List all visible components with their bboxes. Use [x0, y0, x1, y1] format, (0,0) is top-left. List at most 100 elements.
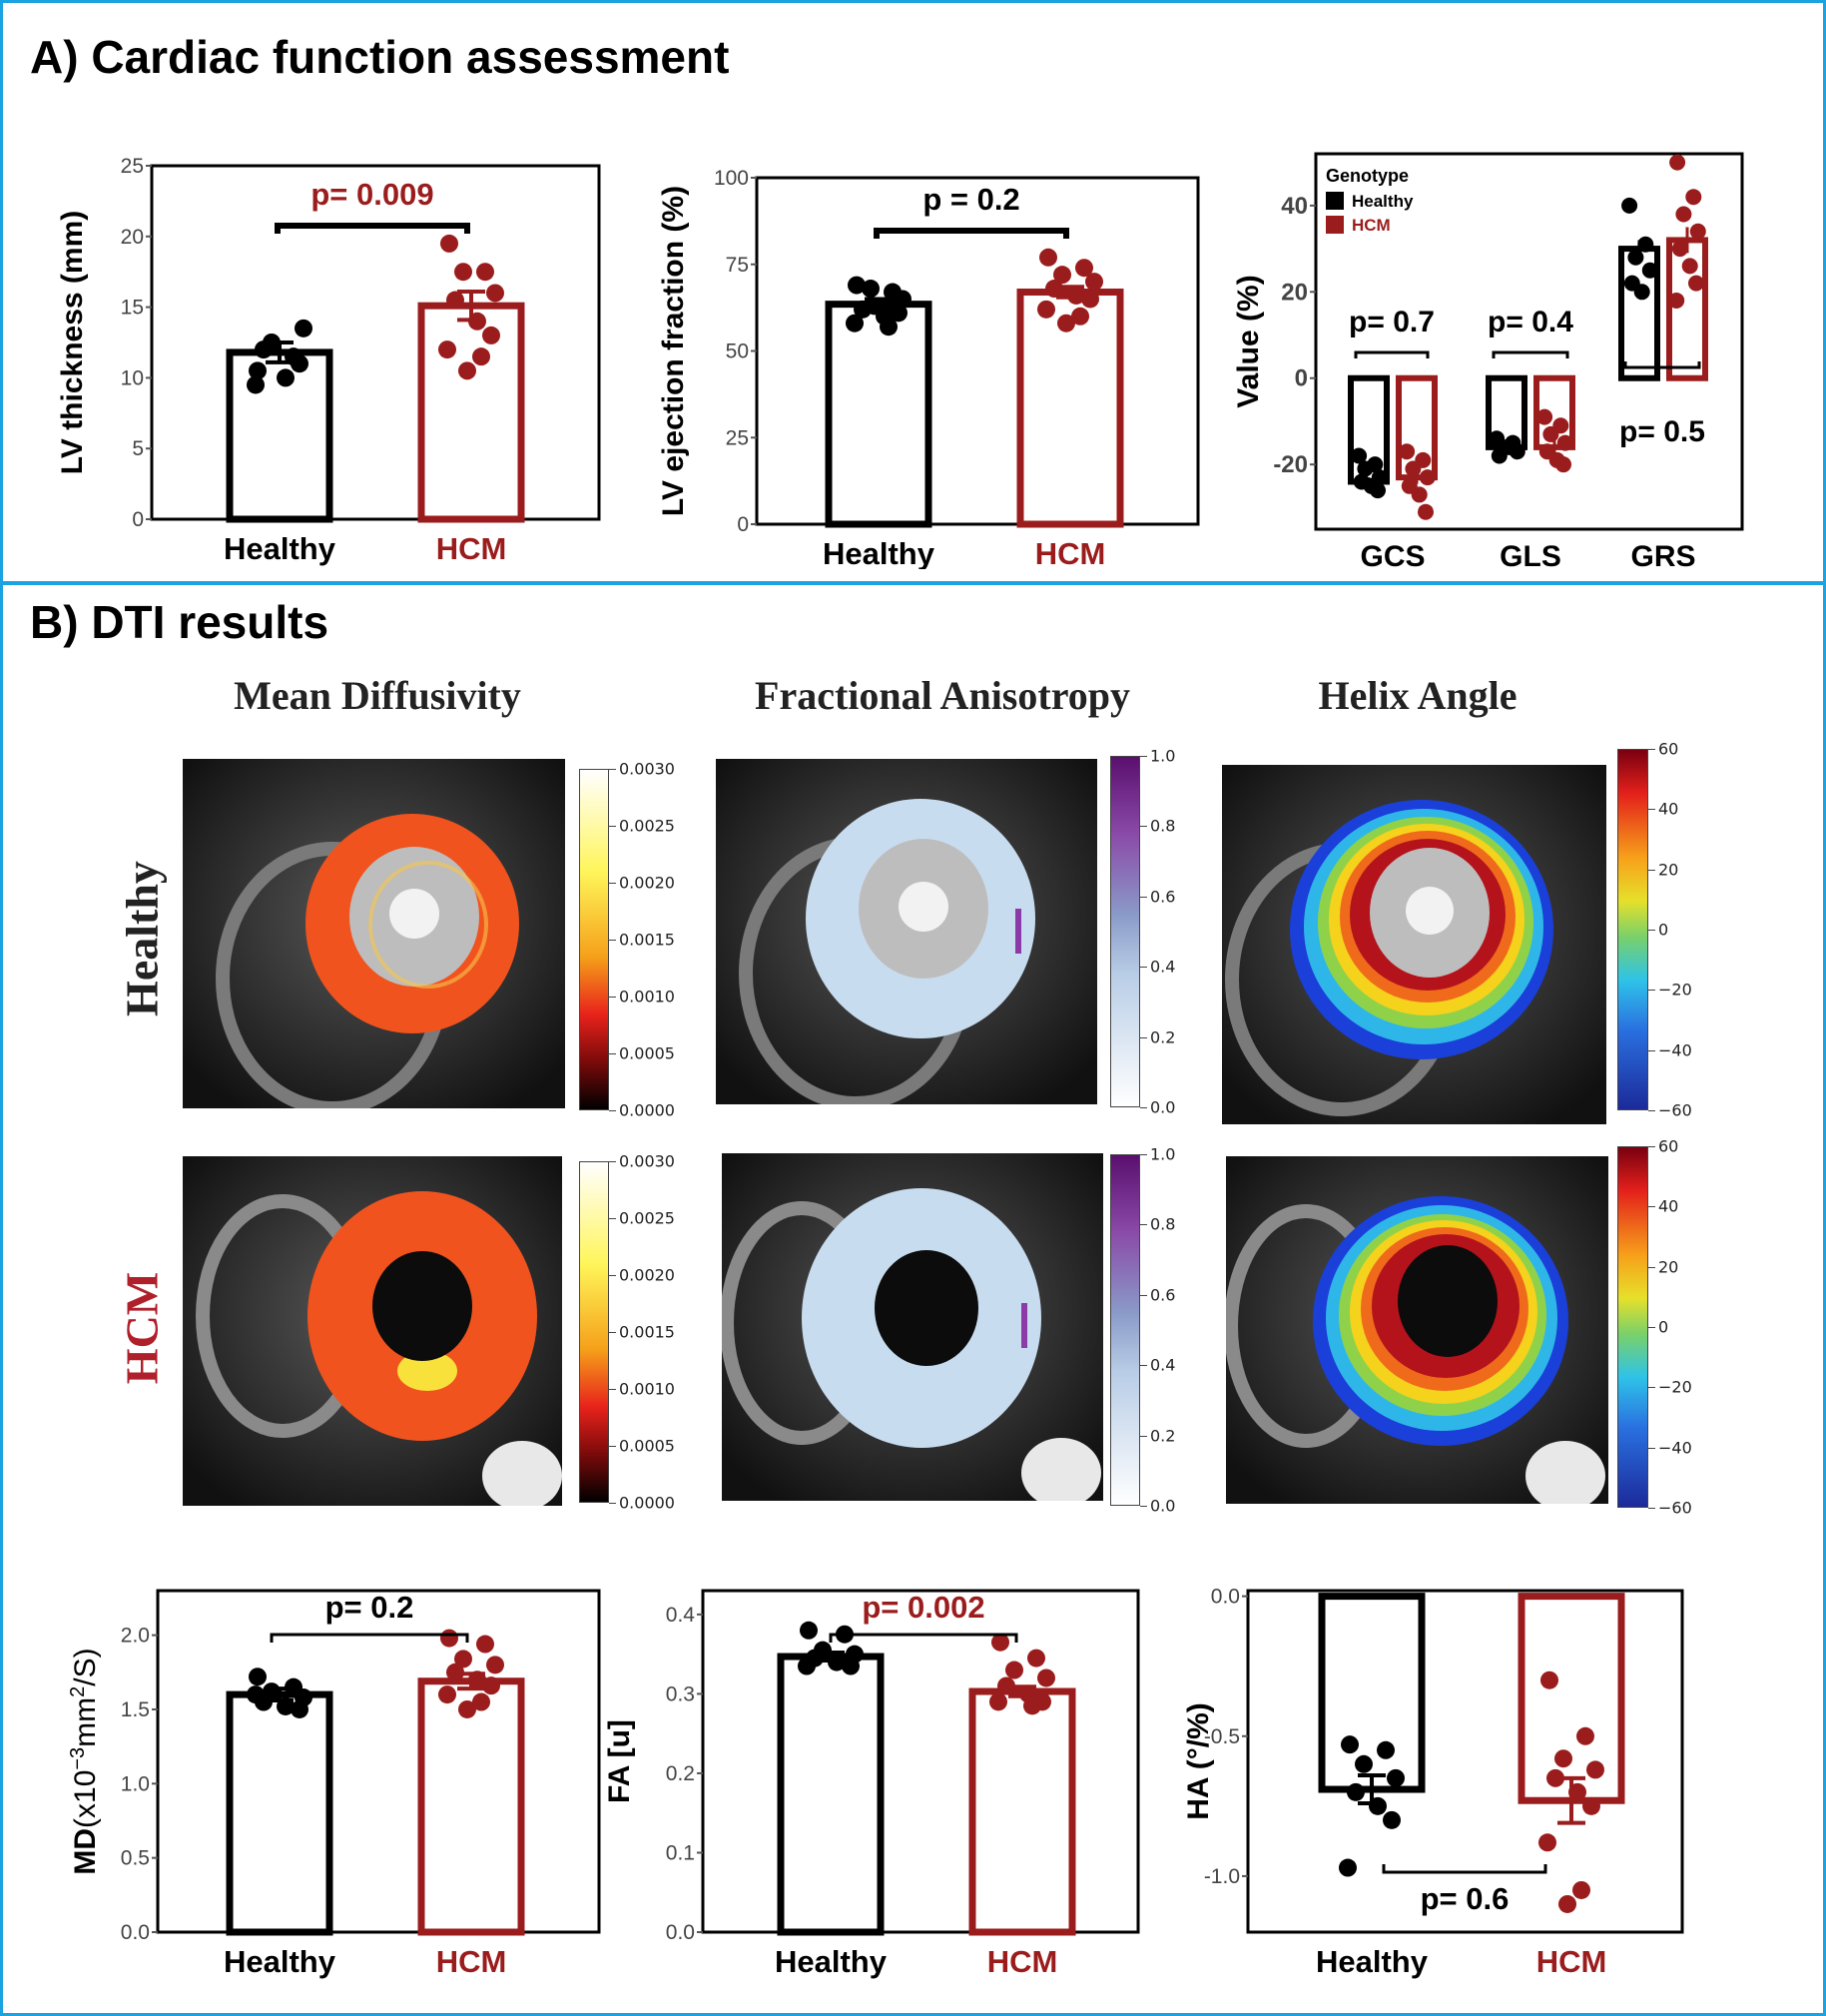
y-tick-label: 25 — [121, 155, 144, 178]
y-axis-title-part: −3 — [67, 1747, 89, 1770]
x-category-label: HCM — [436, 1944, 507, 1979]
plot-frame — [1246, 1589, 1684, 1934]
data-point — [1037, 1669, 1055, 1687]
bar — [1518, 1593, 1625, 1804]
data-point — [1071, 307, 1089, 326]
strain-chart: -20 0 20 40 GCS GLS GRS p= 0.7 p= 0.4 p= 0.5 Genot… — [1232, 152, 1744, 573]
data-point — [1582, 1796, 1600, 1815]
colorbar-tick: 40 — [1658, 1196, 1679, 1216]
data-point — [458, 361, 476, 380]
y-tick-label: 0.0 — [121, 1921, 150, 1944]
y-tick-label: 40 — [1281, 193, 1308, 220]
colorbar-tick: −60 — [1658, 1100, 1692, 1120]
colorbar-tick: 0.6 — [1150, 887, 1176, 907]
x-category-label: HCM — [1536, 1944, 1607, 1979]
colorbar-tick: 0.0010 — [619, 987, 675, 1007]
legend-label: HCM — [1352, 216, 1391, 235]
colorbar-tick: −40 — [1658, 1040, 1692, 1060]
fa-colorbar-hcm — [1110, 1154, 1140, 1506]
data-point — [1085, 273, 1103, 292]
data-point — [247, 375, 265, 394]
data-point — [798, 1657, 816, 1676]
x-category-label: Healthy — [775, 1944, 888, 1979]
data-point — [1411, 486, 1428, 503]
y-axis-title-part: MD — [69, 1828, 102, 1875]
data-point — [247, 1685, 265, 1704]
data-point — [454, 1650, 472, 1669]
ha-chart: -1.0 -0.5 0.0 Healthy HCM p= 0.6 HA (°/%) — [1182, 1586, 1684, 1979]
fa-colorbar-healthy — [1110, 756, 1140, 1107]
significance-bracket — [1623, 361, 1701, 369]
ha-colorbar-hcm — [1617, 1146, 1648, 1508]
data-point — [1556, 434, 1573, 451]
colorbar-tick: 0.0015 — [619, 930, 675, 950]
y-tick-label: 20 — [1281, 279, 1308, 306]
y-axis-title: LV thickness (mm) — [56, 211, 89, 475]
y-axis-title: Value (%) — [1232, 275, 1265, 407]
colorbar-tick: 0.8 — [1150, 816, 1176, 836]
data-point — [1355, 1754, 1373, 1773]
legend-label: Healthy — [1352, 192, 1414, 211]
y-tick-label: 0.0 — [666, 1921, 695, 1944]
data-point — [1627, 249, 1644, 266]
fa-map-healthy — [716, 759, 1097, 1104]
data-point — [1377, 1740, 1395, 1759]
data-point — [1668, 292, 1685, 309]
data-point — [862, 280, 880, 299]
data-point — [1621, 197, 1638, 214]
data-point — [1572, 1880, 1590, 1899]
data-point — [438, 340, 456, 359]
map-title-fa: Fractional Anisotropy — [755, 673, 1130, 718]
data-point — [1039, 248, 1057, 267]
y-tick-label: -1.0 — [1204, 1865, 1240, 1888]
p-value-label: p= 0.002 — [862, 1590, 984, 1625]
ha-map-healthy — [1222, 765, 1606, 1124]
colorbar-tick: 0.2 — [1150, 1426, 1176, 1446]
y-tick-label: -0.5 — [1204, 1725, 1240, 1748]
data-point — [255, 340, 273, 359]
colorbar-tick: 0.0000 — [619, 1493, 675, 1513]
y-tick-label: 0.1 — [666, 1841, 695, 1864]
x-category-label: GLS — [1500, 540, 1561, 573]
x-category-label: Healthy — [224, 531, 336, 566]
data-point — [1370, 482, 1386, 499]
data-point — [1357, 460, 1374, 477]
data-point — [1688, 275, 1704, 292]
colorbar-tick: 0.0020 — [619, 1265, 675, 1285]
colorbar-tick: 0.0020 — [619, 873, 675, 893]
data-point — [476, 1635, 494, 1654]
colorbar-tick: 0.0025 — [619, 816, 675, 836]
p-value-label: p= 0.7 — [1349, 306, 1435, 338]
row-label-healthy: Healthy — [116, 861, 168, 1016]
bar — [777, 1653, 885, 1936]
fa-map-hcm — [722, 1153, 1103, 1501]
data-point — [1027, 1649, 1045, 1668]
colorbar-tick: 0.4 — [1150, 957, 1176, 977]
plot-frame — [1314, 152, 1744, 531]
colorbar-tick: 0.0 — [1150, 1097, 1176, 1117]
map-title-ha: Helix Angle — [1318, 673, 1518, 718]
colorbar-tick: 0.0010 — [619, 1379, 675, 1399]
significance-bracket — [1354, 350, 1430, 358]
y-axis-title-part: 2 — [67, 1686, 89, 1697]
plot-frame — [150, 164, 601, 521]
colorbar-tick: 0.2 — [1150, 1027, 1176, 1047]
data-point — [1558, 1894, 1576, 1913]
data-point — [1045, 280, 1063, 299]
y-tick-label: 2.0 — [121, 1625, 150, 1648]
data-point — [1341, 1735, 1359, 1754]
data-point — [1576, 1726, 1594, 1745]
y-axis-title: FA [u] — [603, 1719, 636, 1803]
data-point — [446, 291, 464, 310]
y-tick-label: 1.0 — [121, 1772, 150, 1795]
colorbar-tick: 0 — [1658, 920, 1669, 940]
colorbar-tick: 0.0 — [1150, 1496, 1176, 1516]
data-point — [1053, 266, 1071, 285]
data-point — [1037, 300, 1055, 319]
colorbar-tick: 0.0030 — [619, 759, 675, 779]
bar — [968, 1687, 1076, 1936]
data-point — [800, 1621, 818, 1640]
y-tick-label: 20 — [121, 226, 144, 249]
data-point — [1540, 1671, 1558, 1689]
data-point — [1633, 284, 1650, 301]
